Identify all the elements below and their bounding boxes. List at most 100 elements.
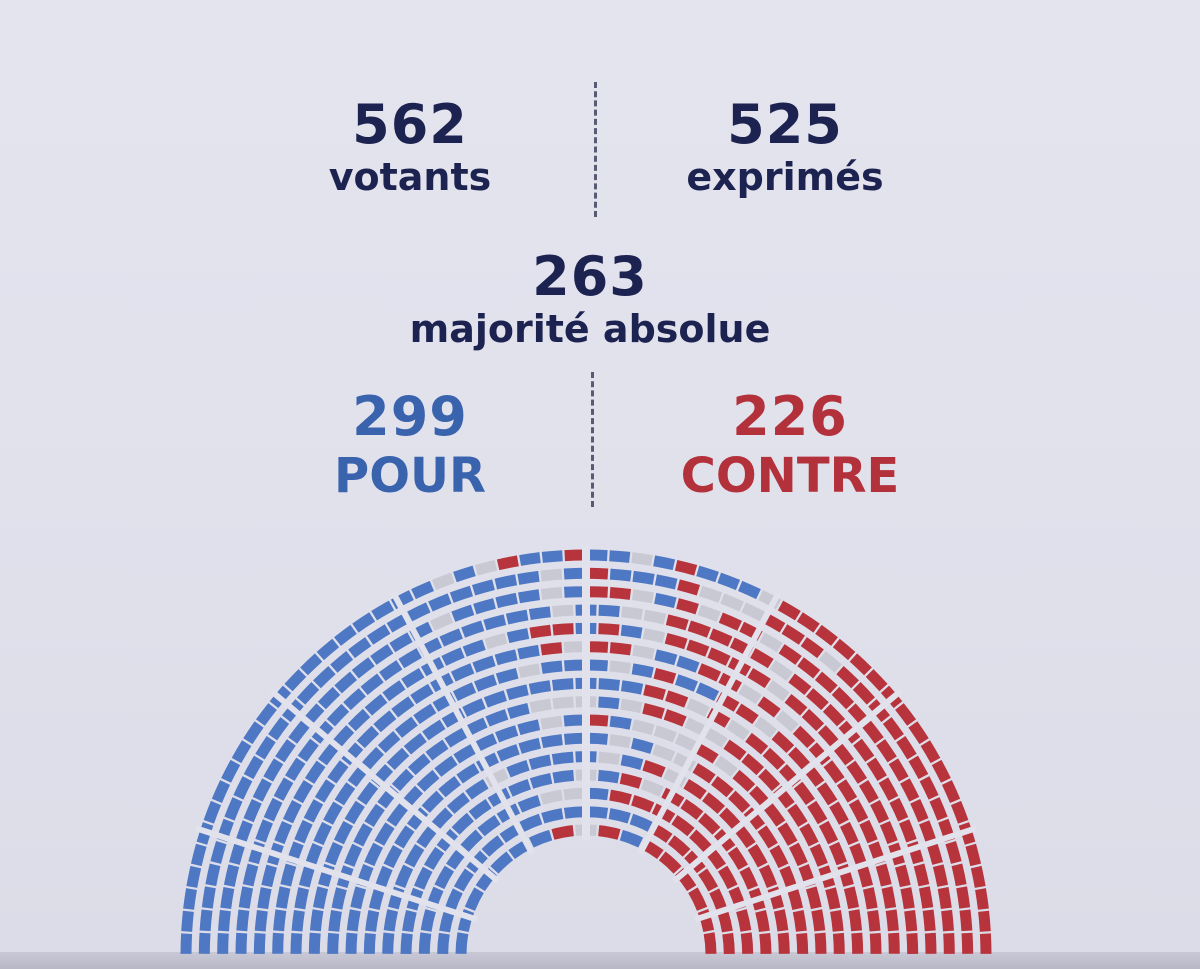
seat-contre	[702, 792, 726, 814]
seat-contre	[658, 851, 682, 874]
seat-contre	[806, 688, 829, 711]
seat-contre	[926, 842, 943, 865]
seat-contre	[913, 863, 930, 887]
seat-contre	[735, 703, 759, 725]
seat-pour	[464, 887, 484, 911]
seat-pour	[389, 632, 413, 653]
seat-contre	[878, 777, 899, 801]
seat-pour	[653, 555, 676, 571]
seat-other	[484, 632, 508, 650]
seat-contre	[809, 843, 828, 867]
pour-count: 299	[352, 385, 468, 448]
seat-pour	[620, 680, 644, 695]
seat-contre	[895, 703, 917, 726]
seat-contre	[859, 819, 878, 844]
seat-pour	[273, 777, 294, 801]
seat-contre	[951, 863, 967, 887]
seat-contre	[822, 703, 846, 727]
seat-contre	[792, 725, 816, 749]
seat-pour	[327, 932, 340, 954]
seat-other	[598, 751, 621, 765]
seat-pour	[224, 797, 243, 821]
seat-contre	[564, 549, 585, 562]
seat-other	[697, 604, 721, 622]
seat-contre	[796, 932, 809, 954]
seat-contre	[798, 864, 816, 888]
seat-pour	[183, 888, 197, 910]
seat-contre	[943, 932, 955, 954]
seat-other	[714, 755, 738, 777]
seat-pour	[519, 552, 541, 566]
seat-pour	[348, 637, 372, 659]
seat-pour	[471, 579, 495, 596]
seat-pour	[375, 865, 393, 889]
seat-contre	[811, 909, 826, 932]
seat-pour	[300, 653, 323, 676]
seat-contre	[831, 686, 855, 710]
seat-pour	[235, 932, 248, 954]
seat-pour	[233, 776, 253, 800]
seat-pour	[494, 649, 518, 666]
seat-pour	[333, 820, 354, 845]
seat-contre	[867, 909, 881, 932]
seat-pour	[263, 758, 284, 782]
seat-contre	[671, 815, 695, 837]
seat-contre	[814, 932, 827, 954]
seat-pour	[199, 909, 213, 932]
seat-pour	[507, 702, 530, 719]
seat-contre	[801, 708, 825, 732]
seat-pour	[201, 886, 216, 909]
seat-pour	[296, 682, 320, 705]
seat-contre	[698, 812, 721, 835]
seat-pour	[632, 570, 655, 585]
seat-pour	[284, 669, 307, 692]
seat-pour	[347, 708, 371, 732]
majorite-count: 263	[532, 245, 648, 308]
seat-pour	[364, 693, 388, 716]
seat-pour	[434, 755, 458, 777]
seat-contre	[619, 773, 643, 789]
seat-contre	[747, 844, 768, 868]
seat-contre	[609, 789, 632, 805]
seat-contre	[945, 840, 962, 864]
seat-contre	[757, 696, 781, 718]
seat-other	[518, 663, 541, 679]
hemicycle-aisle	[269, 689, 500, 884]
seat-pour	[356, 725, 380, 749]
seat-pour	[274, 820, 293, 845]
seat-contre	[728, 886, 747, 910]
seat-other	[642, 628, 666, 644]
seat-contre	[777, 600, 801, 621]
seat-pour	[483, 614, 507, 631]
seat-pour	[495, 592, 518, 609]
seat-pour	[425, 739, 449, 761]
seat-pour	[506, 684, 529, 701]
pour-stat: 299 POUR	[280, 385, 540, 501]
seat-pour	[305, 843, 323, 867]
seat-pour	[263, 797, 283, 822]
seat-contre	[587, 714, 609, 727]
seat-pour	[231, 740, 252, 764]
seat-pour	[506, 760, 530, 778]
seat-other	[540, 789, 563, 805]
seat-contre	[879, 820, 898, 845]
seat-contre	[839, 821, 859, 846]
seat-pour	[587, 732, 609, 745]
seat-pour	[190, 843, 207, 867]
seat-other	[726, 719, 750, 741]
seat-contre	[931, 759, 951, 783]
seat-contre	[757, 825, 778, 849]
seat-contre	[970, 865, 986, 888]
seat-other	[663, 768, 687, 788]
seat-contre	[718, 612, 743, 631]
seat-pour	[519, 813, 543, 832]
seat-pour	[517, 570, 540, 585]
seat-pour	[280, 863, 297, 887]
hemicycle-aisle	[390, 591, 535, 855]
seat-pour	[220, 886, 235, 910]
seat-pour	[357, 781, 379, 806]
seat-pour	[394, 864, 414, 889]
seat-contre	[862, 887, 878, 910]
seat-contre	[937, 886, 952, 910]
